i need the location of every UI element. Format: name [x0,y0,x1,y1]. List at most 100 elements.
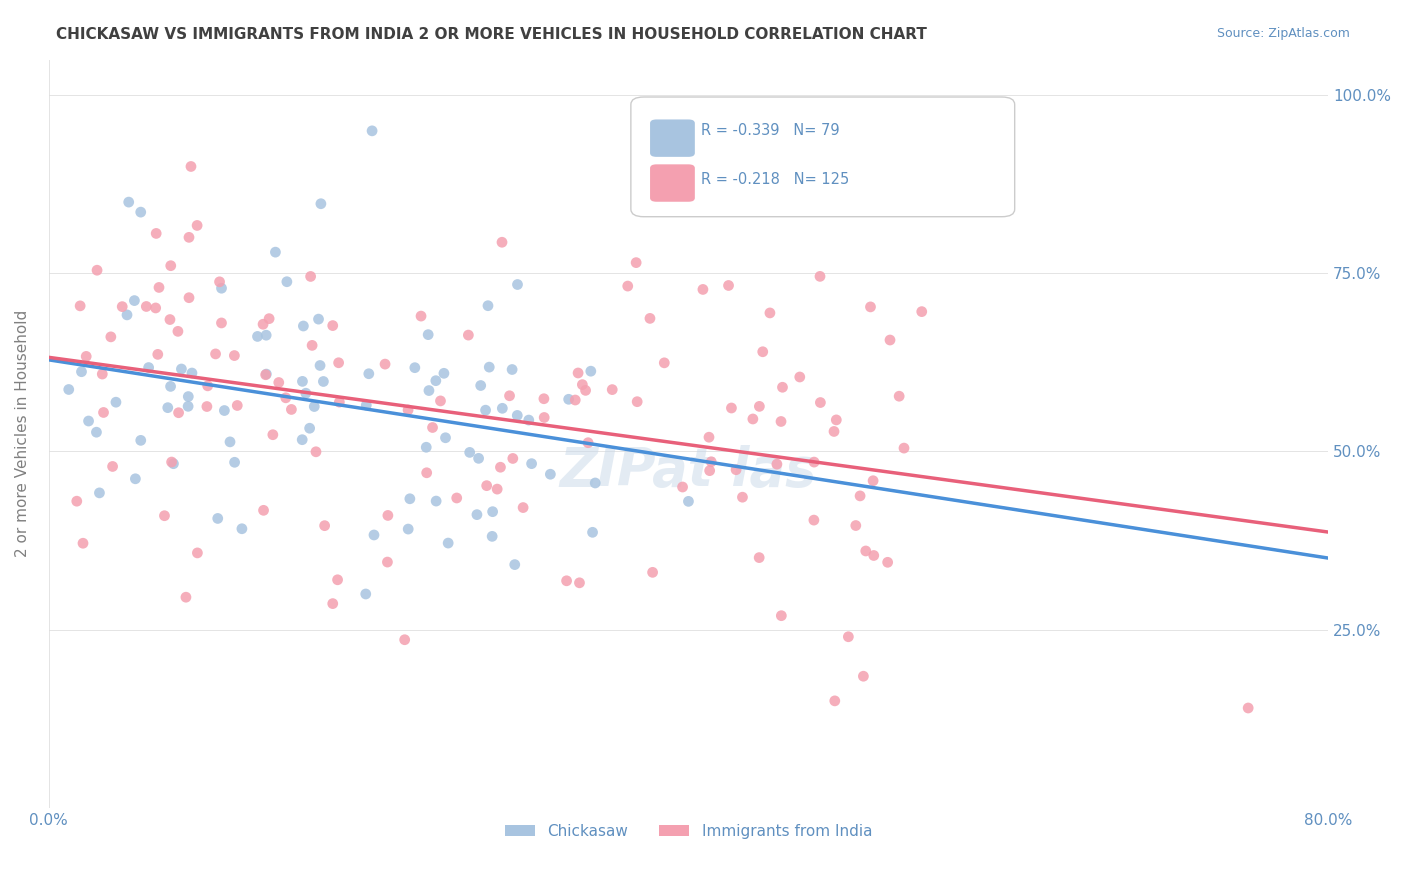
Point [517,413,540,427]
Point [100,330,122,344]
Text: Source: ZipAtlas.com: Source: ZipAtlas.com [1216,27,1350,40]
Point [626,394,648,409]
Point [862,474,884,488]
Point [262,427,284,442]
Point [145,227,167,241]
Point [111,300,134,314]
Point [751,344,773,359]
Point [808,269,831,284]
Point [186,219,208,233]
Point [231,522,253,536]
Point [207,511,229,525]
Point [93,405,115,419]
Point [86,425,108,440]
Point [717,278,740,293]
Point [491,235,513,250]
Point [211,281,233,295]
Point [506,277,529,292]
Point [825,413,848,427]
Point [146,347,169,361]
Point [555,574,578,588]
Point [135,300,157,314]
Point [181,366,204,380]
Point [849,489,872,503]
Point [731,490,754,504]
Point [581,525,603,540]
Point [478,360,501,375]
Point [167,324,190,338]
Point [204,347,226,361]
Point [579,364,602,378]
Point [91,367,114,381]
Point [377,508,399,523]
Text: CHICKASAW VS IMMIGRANTS FROM INDIA 2 OR MORE VEHICLES IN HOUSEHOLD CORRELATION C: CHICKASAW VS IMMIGRANTS FROM INDIA 2 OR … [56,27,927,42]
Point [481,529,503,543]
Point [72,536,94,550]
Point [328,356,350,370]
Point [77,414,100,428]
Point [115,308,138,322]
Point [153,508,176,523]
Point [1237,701,1260,715]
Point [322,597,344,611]
Y-axis label: 2 or more Vehicles in Household: 2 or more Vehicles in Household [15,310,30,558]
Point [124,472,146,486]
Point [264,245,287,260]
Point [533,392,555,406]
Point [177,390,200,404]
Point [409,309,432,323]
Point [498,389,520,403]
Point [486,482,509,496]
Point [291,433,314,447]
Point [224,349,246,363]
Point [538,467,561,482]
Point [301,338,323,352]
Point [470,378,492,392]
Point [377,555,399,569]
Point [174,591,197,605]
Point [404,360,426,375]
Point [512,500,534,515]
Point [58,383,80,397]
Point [808,395,831,409]
Point [893,441,915,455]
Point [748,550,770,565]
Point [574,384,596,398]
Point [394,632,416,647]
Point [197,379,219,393]
Point [177,400,200,414]
Point [766,457,789,471]
Point [557,392,579,407]
Point [600,383,623,397]
Point [624,255,647,269]
Point [291,375,314,389]
Point [177,230,200,244]
Point [741,412,763,426]
Point [374,357,396,371]
Point [254,367,277,381]
Point [70,365,93,379]
Point [328,395,350,409]
Point [481,505,503,519]
Point [837,630,859,644]
Point [129,205,152,219]
Point [322,318,344,333]
Point [118,195,141,210]
Point [725,463,748,477]
Point [177,291,200,305]
Point [474,403,496,417]
Point [309,196,332,211]
Point [772,380,794,394]
Point [226,399,249,413]
Point [219,434,242,449]
Point [824,694,846,708]
Point [254,368,277,382]
Point [748,400,770,414]
Point [159,312,181,326]
Point [89,486,111,500]
Point [361,124,384,138]
FancyBboxPatch shape [650,120,695,157]
Point [312,375,335,389]
Point [304,400,326,414]
Point [503,558,526,572]
